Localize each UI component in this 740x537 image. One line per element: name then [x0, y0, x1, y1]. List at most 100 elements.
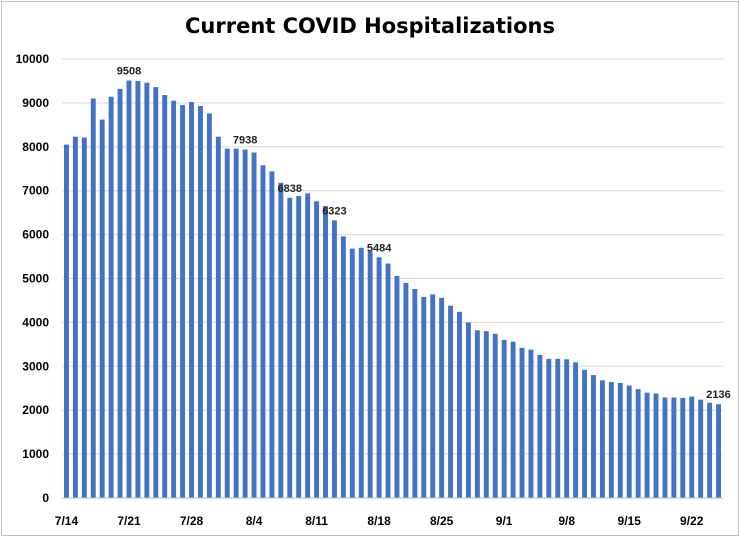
bar [465, 322, 471, 498]
bar [528, 349, 534, 498]
bar [537, 354, 543, 498]
bar [367, 251, 373, 498]
bar [421, 296, 427, 498]
data-label: 6323 [322, 205, 346, 217]
x-tick-label: 7/21 [117, 514, 141, 528]
bar [608, 382, 614, 498]
x-tick-label: 9/1 [496, 514, 513, 528]
x-tick-label: 7/14 [55, 514, 79, 528]
bar [260, 165, 266, 498]
bar [189, 102, 194, 498]
bar [582, 369, 588, 498]
bar [64, 144, 69, 499]
bar [573, 362, 579, 498]
bar [314, 201, 320, 498]
bar [242, 149, 248, 499]
gridlines [62, 58, 723, 455]
bar [135, 80, 141, 498]
x-tick-label: 9/15 [618, 514, 642, 528]
y-tick-label: 4000 [22, 315, 49, 329]
data-labels: 9508 7938 6838 6323 5484 2136 [117, 66, 731, 402]
x-tick-label: 9/8 [558, 514, 575, 528]
data-label: 6838 [278, 183, 302, 195]
y-tick-label: 0 [42, 491, 49, 505]
bar [564, 359, 570, 498]
bar [358, 247, 364, 498]
bar [117, 88, 123, 499]
bar [412, 289, 418, 498]
bar [162, 94, 168, 499]
bar [224, 148, 230, 498]
bar [108, 96, 114, 498]
bar [457, 311, 462, 498]
bar [501, 339, 507, 498]
y-tick-label: 3000 [22, 359, 49, 373]
y-axis: 0 1000 2000 3000 4000 5000 6000 7000 8000 9000 100… [16, 52, 50, 505]
bar [171, 100, 177, 498]
bar [340, 236, 346, 498]
bar [251, 152, 257, 498]
bar [653, 393, 659, 498]
chart-title: Current COVID Hospitalizations [185, 14, 555, 38]
x-tick-label: 8/18 [367, 514, 391, 528]
bar [591, 375, 596, 498]
bar [153, 87, 159, 498]
y-tick-label: 1000 [22, 447, 49, 461]
bar [644, 392, 650, 498]
bar [430, 294, 436, 498]
bar [233, 148, 239, 498]
x-tick-label: 8/11 [305, 514, 328, 528]
x-tick-label: 9/22 [680, 514, 704, 528]
bar [716, 404, 721, 498]
bar [90, 98, 96, 498]
bar [510, 341, 516, 498]
bar [662, 397, 668, 498]
bar [349, 248, 355, 498]
bar [215, 136, 221, 498]
bar [323, 206, 328, 498]
bar [394, 275, 400, 498]
bar [492, 333, 498, 498]
bar [617, 382, 623, 498]
bar [698, 399, 704, 498]
bar [680, 397, 686, 498]
y-tick-label: 8000 [22, 140, 49, 154]
bar [689, 396, 695, 498]
bar [671, 397, 677, 498]
bar [180, 105, 186, 498]
bar [296, 195, 302, 498]
bar [448, 305, 454, 498]
data-label: 2136 [706, 389, 730, 401]
data-label: 7938 [233, 135, 257, 147]
bar [99, 119, 105, 498]
y-tick-label: 10000 [16, 52, 50, 66]
bar [626, 385, 632, 498]
bar [439, 297, 445, 498]
y-tick-label: 6000 [22, 228, 49, 242]
bar [546, 358, 552, 498]
bar [707, 402, 713, 498]
y-tick-label: 9000 [22, 96, 49, 110]
data-label: 5484 [367, 242, 392, 254]
y-tick-label: 7000 [22, 184, 49, 198]
bar [278, 182, 284, 498]
bar [126, 80, 132, 498]
bar [403, 282, 409, 498]
x-axis: 7/14 7/21 7/28 8/4 8/11 8/18 8/25 9/1 9/8 9/15 9/2… [55, 497, 723, 528]
bar [144, 82, 150, 499]
y-tick-label: 5000 [22, 272, 49, 286]
bar [81, 137, 87, 498]
bar [376, 257, 382, 498]
bar [269, 171, 275, 498]
bar [305, 193, 311, 499]
x-tick-label: 7/28 [180, 514, 204, 528]
bar [206, 113, 212, 498]
y-tick-label: 2000 [22, 403, 49, 417]
bar [385, 263, 391, 498]
bar [287, 197, 293, 498]
bars [64, 80, 721, 499]
bar [331, 220, 337, 499]
bar [635, 389, 641, 498]
bar [474, 330, 480, 498]
